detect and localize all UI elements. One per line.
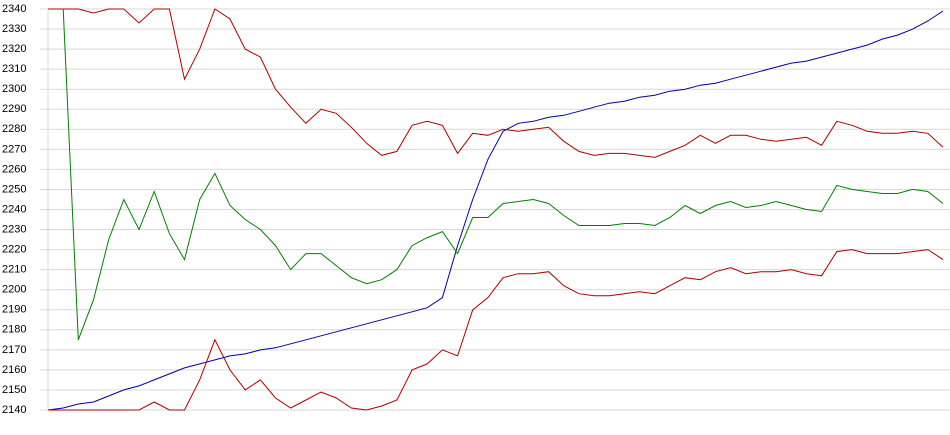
series-line (62, 8, 944, 340)
series-line (48, 8, 944, 158)
y-tick-label: 2160 (2, 364, 26, 376)
y-tick-label: 2180 (2, 324, 26, 336)
y-tick-label: 2310 (2, 63, 26, 75)
y-tick-label: 2250 (2, 183, 26, 195)
y-tick-label: 2300 (2, 83, 26, 95)
series-line (48, 249, 944, 411)
y-tick-label: 2200 (2, 284, 26, 296)
y-tick-label: 2240 (2, 203, 26, 215)
y-tick-label: 2140 (2, 404, 26, 416)
y-tick-label: 2190 (2, 304, 26, 316)
y-tick-label: 2320 (2, 43, 26, 55)
series-line (47, 10, 944, 411)
y-tick-label: 2330 (2, 23, 26, 35)
y-tick-label: 2260 (2, 163, 26, 175)
y-tick-label: 2340 (2, 3, 26, 15)
y-tick-label: 2270 (2, 143, 26, 155)
y-tick-label: 2290 (2, 103, 26, 115)
y-tick-label: 2230 (2, 223, 26, 235)
y-tick-label: 2280 (2, 123, 26, 135)
y-tick-label: 2170 (2, 344, 26, 356)
y-tick-label: 2220 (2, 244, 26, 256)
y-tick-label: 2150 (2, 384, 26, 396)
y-tick-label: 2210 (2, 264, 26, 276)
